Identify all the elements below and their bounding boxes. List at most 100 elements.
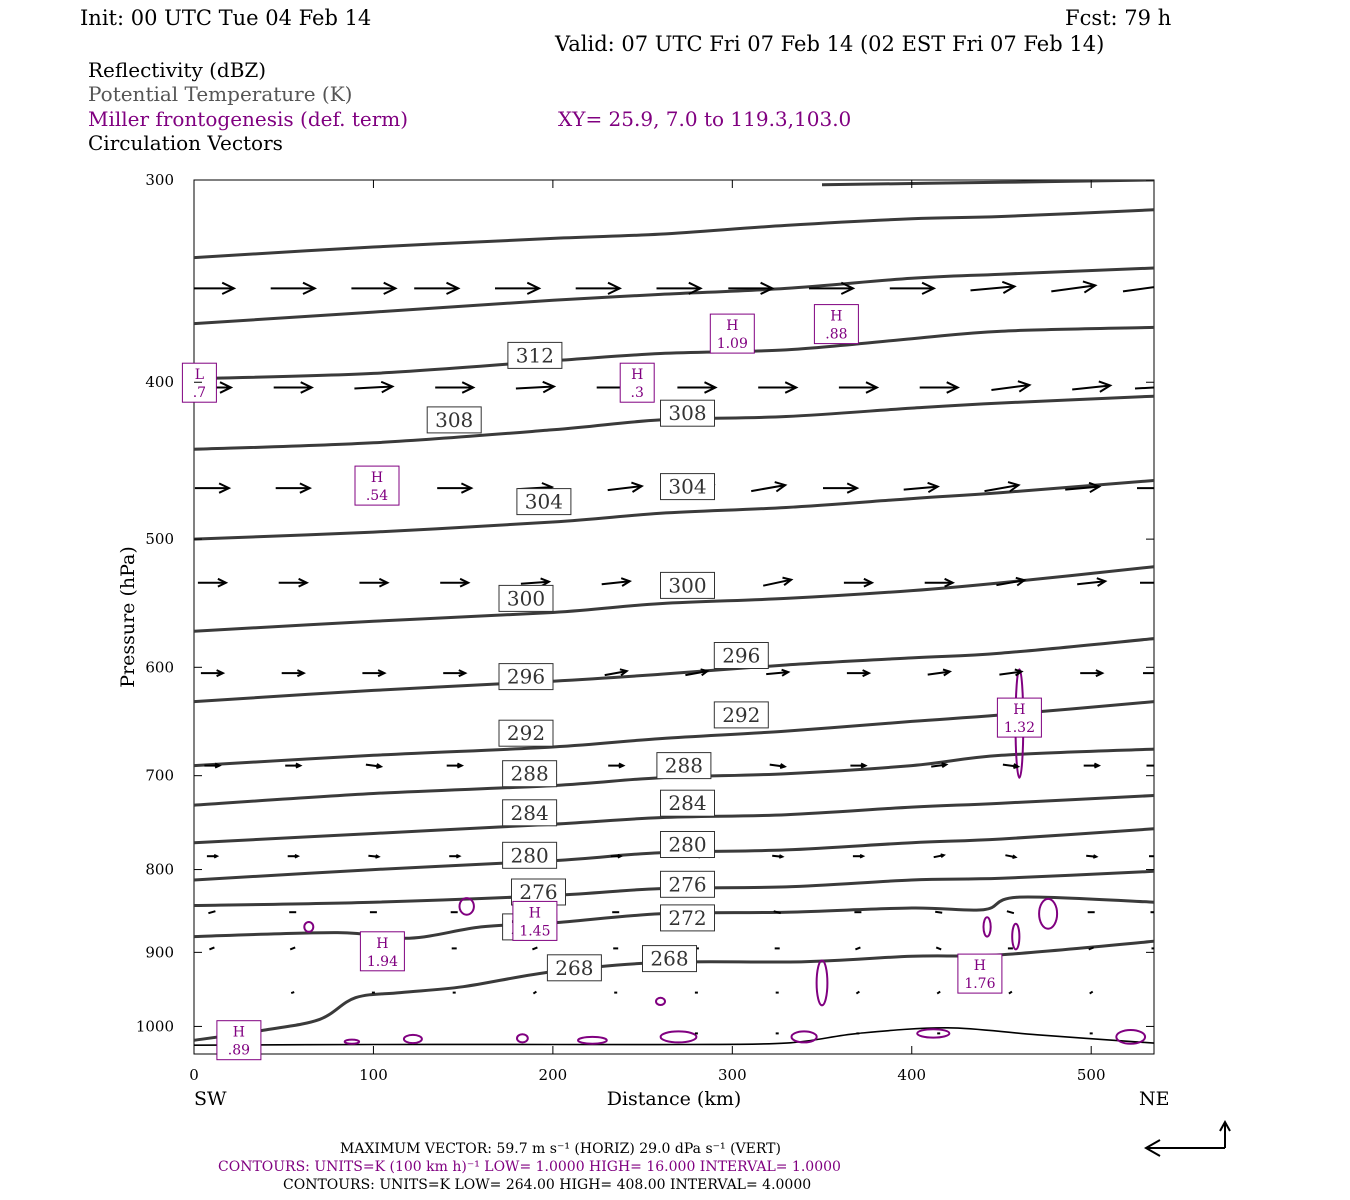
vector-4-9 <box>927 668 953 677</box>
vector-9-8 <box>936 990 941 995</box>
vector-0-7 <box>728 281 775 295</box>
vector-7-0 <box>208 910 216 915</box>
theta-label-text: 292 <box>722 703 760 727</box>
fronto-extremum-7: H 1.94 <box>359 931 405 972</box>
vector-7-9 <box>935 910 943 914</box>
vector-1-1 <box>273 381 315 394</box>
fronto-contour-1 <box>458 897 475 916</box>
vector-6-0 <box>206 853 220 859</box>
vector-4-0 <box>200 669 226 678</box>
vector-0-12 <box>1122 286 1154 293</box>
fronto-contour-3 <box>815 959 829 1007</box>
vector-4-6 <box>685 668 710 677</box>
theta-label-text: 308 <box>668 401 706 425</box>
y-tick-label-900: 900 <box>145 943 174 961</box>
vector-1-9 <box>919 381 961 394</box>
y-tick-label-400: 400 <box>145 373 174 391</box>
fronto-contour-12 <box>516 1033 529 1044</box>
extremum-type: H <box>371 470 383 486</box>
fronto-contour-2 <box>303 921 315 933</box>
horizontal-scale-arrowhead <box>1143 1139 1161 1157</box>
theta-label-text: 276 <box>668 872 706 896</box>
vector-2-7 <box>751 481 788 493</box>
vector-3-12 <box>1140 581 1154 584</box>
vector-4-11 <box>1080 669 1105 678</box>
vector-2-10 <box>984 481 1021 493</box>
vector-3-10 <box>996 576 1027 587</box>
theta-label-6: 300 <box>660 571 715 599</box>
vector-6-1 <box>287 853 301 859</box>
y-tick-label-300: 300 <box>145 171 174 189</box>
vector-1-6 <box>677 381 718 394</box>
extremum-value: 1.32 <box>1004 720 1035 736</box>
fronto-extremum-5: H 1.32 <box>996 697 1042 738</box>
vector-1-2 <box>354 380 395 394</box>
vector-0-1 <box>270 281 317 295</box>
vector-3-11 <box>1077 577 1108 587</box>
x-end-label-ne: NE <box>1139 1088 1170 1110</box>
vector-5-1 <box>285 762 303 769</box>
vector-2-12 <box>1137 487 1154 490</box>
footer-theta-contours: CONTOURS: UNITS=K LOW= 264.00 HIGH= 408.… <box>283 1177 811 1193</box>
vector-1-11 <box>1072 380 1113 393</box>
theta-contour-264 <box>194 1026 1154 1046</box>
theta-contour-312 <box>194 325 1154 381</box>
vector-2-5 <box>607 481 644 493</box>
theta-label-text: 312 <box>516 343 554 367</box>
vector-0-0 <box>194 281 237 295</box>
vector-8-4 <box>532 946 538 951</box>
fronto-contour-10 <box>916 1028 951 1039</box>
vector-9-7 <box>855 990 860 995</box>
vector-8-1 <box>289 946 296 951</box>
plot-frame <box>193 179 1155 1055</box>
legend-xy-range: XY= 25.9, 7.0 to 119.3,103.0 <box>558 107 851 131</box>
theta-label-text: 296 <box>507 665 545 689</box>
vector-6-7 <box>772 854 785 859</box>
vector-9-9 <box>1008 990 1013 995</box>
vector-1-12 <box>1134 386 1154 390</box>
x-tick-label-500: 500 <box>1077 1066 1106 1084</box>
vector-0-6 <box>656 281 703 295</box>
x-tick-label-300: 300 <box>718 1066 747 1084</box>
theta-contour-324 <box>821 180 1154 187</box>
plot-area: 312 308 308 304 304 300 300 296 296 292 292 288 288 2… <box>181 179 1155 1061</box>
vector-3-8 <box>843 577 875 588</box>
theta-label-16: 280 <box>660 831 715 858</box>
vector-6-11 <box>1086 854 1099 859</box>
theta-label-20: 272 <box>660 904 715 932</box>
theta-label-text: 284 <box>668 791 706 815</box>
theta-label-text: 288 <box>665 754 703 778</box>
theta-label-text: 304 <box>668 475 706 499</box>
vector-1-8 <box>838 381 880 394</box>
vector-3-4 <box>520 577 552 588</box>
contour-labels: 312 308 308 304 304 300 300 296 296 292 292 288 288 2… <box>426 341 769 982</box>
vector-0-3 <box>414 281 461 295</box>
fronto-extremum-2: H .3 <box>619 362 655 403</box>
x-tick-label-0: 0 <box>189 1066 199 1084</box>
theta-label-3: 304 <box>516 488 572 516</box>
extremum-type: H <box>830 309 842 325</box>
vector-3-3 <box>440 577 471 588</box>
vector-3-2 <box>359 577 390 588</box>
vector-5-2 <box>365 763 384 770</box>
fronto-extremum-3: H 1.09 <box>709 313 755 354</box>
extremum-value: 1.76 <box>964 976 995 992</box>
theta-label-11: 288 <box>502 760 558 788</box>
vector-5-10 <box>1002 763 1021 770</box>
theta-label-18: 276 <box>660 870 715 898</box>
theta-label-text: 288 <box>511 762 549 786</box>
vector-0-4 <box>495 281 542 295</box>
extremum-type: H <box>726 318 738 334</box>
y-tick-label-600: 600 <box>145 658 174 676</box>
theta-label-21: 268 <box>546 954 602 982</box>
fronto-contour-15 <box>343 1038 361 1045</box>
extremum-value: 1.94 <box>367 954 398 970</box>
theta-label-2: 308 <box>660 399 715 427</box>
vector-3-0 <box>197 577 229 588</box>
x-end-label-sw: SW <box>194 1088 227 1110</box>
vector-scale-arrows <box>1143 1119 1231 1157</box>
theta-label-text: 284 <box>511 801 549 825</box>
vector-2-0 <box>194 482 232 494</box>
valid-time: Valid: 07 UTC Fri 07 Feb 14 (02 EST Fri … <box>554 32 1104 56</box>
vector-5-8 <box>850 762 868 769</box>
